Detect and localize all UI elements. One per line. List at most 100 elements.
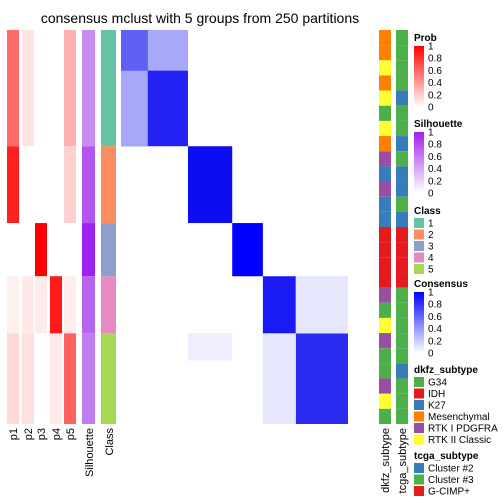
tcga-subtype-cell bbox=[396, 151, 408, 167]
prob-p5-group-3 bbox=[64, 223, 76, 277]
legend-tick: 0.2 bbox=[428, 90, 442, 101]
legend-tick: 0.2 bbox=[428, 176, 442, 187]
annotation-columns-left bbox=[7, 30, 116, 424]
legend-title-prob: Prob bbox=[414, 33, 437, 44]
legend-tick: 0.6 bbox=[428, 312, 442, 323]
tcga-subtype-cell bbox=[396, 378, 408, 394]
tcga-subtype-cell bbox=[396, 363, 408, 379]
dkfz-subtype-cell bbox=[379, 196, 391, 212]
legend-tick: 0 bbox=[428, 189, 434, 200]
legend-item-label: IDH bbox=[428, 389, 445, 400]
prob-p1-group-5 bbox=[7, 333, 19, 424]
consensus-block-3 bbox=[232, 223, 263, 277]
silhouette-group-3 bbox=[82, 223, 95, 277]
dkfz-subtype-cell bbox=[379, 287, 391, 303]
prob-p4-group-2 bbox=[50, 146, 62, 224]
legend-swatch bbox=[414, 423, 424, 433]
legend-swatch bbox=[414, 241, 424, 251]
silhouette-group-4 bbox=[82, 276, 95, 334]
tcga-subtype-cell bbox=[396, 348, 408, 364]
column-label-p2: p2 bbox=[23, 428, 35, 440]
dkfz-subtype-cell bbox=[379, 136, 391, 152]
consensus-offdiag bbox=[295, 276, 348, 334]
prob-p3-group-3 bbox=[35, 223, 47, 277]
legend-item-label: 2 bbox=[428, 230, 434, 241]
consensus-block-2 bbox=[187, 146, 233, 224]
dkfz-subtype-cell bbox=[379, 105, 391, 121]
legend-swatch bbox=[414, 218, 424, 228]
legend-tick: 0 bbox=[428, 103, 434, 114]
legend-item-label: G-CIMP+ bbox=[428, 487, 470, 498]
prob-p3-group-5 bbox=[35, 333, 47, 424]
legend-tick: 0.6 bbox=[428, 152, 442, 163]
column-label-silhouette: Silhouette bbox=[84, 428, 96, 477]
consensus-subblock bbox=[147, 30, 188, 71]
column-label-class: Class bbox=[104, 428, 116, 456]
tcga-subtype-cell bbox=[396, 45, 408, 61]
annotation-columns-right bbox=[379, 30, 408, 424]
dkfz-subtype-cell bbox=[379, 257, 391, 273]
class-bar-1 bbox=[101, 30, 116, 147]
tcga-subtype-cell bbox=[396, 105, 408, 121]
dkfz-subtype-cell bbox=[379, 151, 391, 167]
dkfz-subtype-cell bbox=[379, 408, 391, 424]
tcga-subtype-cell bbox=[396, 287, 408, 303]
tcga-subtype-cell bbox=[396, 242, 408, 258]
legend-swatch bbox=[414, 474, 424, 485]
prob-p2-group-4 bbox=[22, 276, 34, 334]
legend-item-label: 5 bbox=[428, 265, 434, 276]
prob-p5-group-1 bbox=[64, 30, 76, 147]
dkfz-subtype-cell bbox=[379, 378, 391, 394]
dkfz-subtype-cell bbox=[379, 181, 391, 197]
column-label-tcga-subtype: tcga_subtype bbox=[397, 428, 409, 493]
legend-tick: 1 bbox=[428, 128, 434, 139]
class-bar-4 bbox=[101, 276, 116, 334]
tcga-subtype-cell bbox=[396, 211, 408, 227]
tcga-subtype-cell bbox=[396, 272, 408, 288]
prob-p4-group-1 bbox=[50, 30, 62, 147]
tcga-subtype-cell bbox=[396, 227, 408, 243]
legend-tick: 0.8 bbox=[428, 54, 442, 65]
dkfz-subtype-cell bbox=[379, 302, 391, 318]
silhouette-group-1 bbox=[82, 30, 95, 147]
legend-swatch bbox=[414, 411, 424, 422]
prob-p1-group-1 bbox=[7, 30, 19, 147]
dkfz-subtype-cell bbox=[379, 242, 391, 258]
legend-swatch bbox=[414, 400, 424, 410]
legend-gradient-silhouette bbox=[414, 132, 424, 193]
consensus-subblock bbox=[121, 70, 148, 147]
column-label-p4: p4 bbox=[51, 428, 63, 440]
legend-item-label: K27 bbox=[428, 401, 446, 412]
prob-p2-group-3 bbox=[22, 223, 34, 277]
legend-swatch bbox=[414, 229, 424, 240]
dkfz-subtype-cell bbox=[379, 272, 391, 288]
dkfz-subtype-cell bbox=[379, 75, 391, 91]
prob-p4-group-3 bbox=[50, 223, 62, 277]
column-label-p3: p3 bbox=[36, 428, 48, 440]
legend-item-label: Cluster #3 bbox=[428, 475, 474, 486]
tcga-subtype-cell bbox=[396, 393, 408, 409]
legend-swatch bbox=[414, 377, 424, 387]
tcga-subtype-cell bbox=[396, 136, 408, 152]
dkfz-subtype-cell bbox=[379, 166, 391, 182]
legend-tick: 0.4 bbox=[428, 324, 442, 335]
legend-tick: 1 bbox=[428, 42, 434, 53]
prob-p3-group-1 bbox=[35, 30, 47, 147]
consensus-matrix bbox=[121, 30, 348, 424]
legend-tick: 0.6 bbox=[428, 66, 442, 77]
legend-swatch bbox=[414, 434, 424, 445]
dkfz-subtype-cell bbox=[379, 348, 391, 364]
dkfz-subtype-cell bbox=[379, 363, 391, 379]
tcga-subtype-cell bbox=[396, 30, 408, 46]
column-label-p5: p5 bbox=[65, 428, 77, 440]
legend-swatch bbox=[414, 252, 424, 263]
legend-swatch bbox=[414, 388, 424, 399]
legend-item-label: RTK II Classic bbox=[428, 435, 491, 446]
legend-tick: 0 bbox=[428, 349, 434, 360]
column-label-p1: p1 bbox=[8, 428, 20, 440]
consensus-block-4 bbox=[262, 276, 296, 334]
dkfz-subtype-cell bbox=[379, 120, 391, 137]
consensus-block-5 bbox=[295, 333, 348, 424]
legend-swatch bbox=[414, 264, 424, 274]
dkfz-subtype-cell bbox=[379, 90, 391, 106]
